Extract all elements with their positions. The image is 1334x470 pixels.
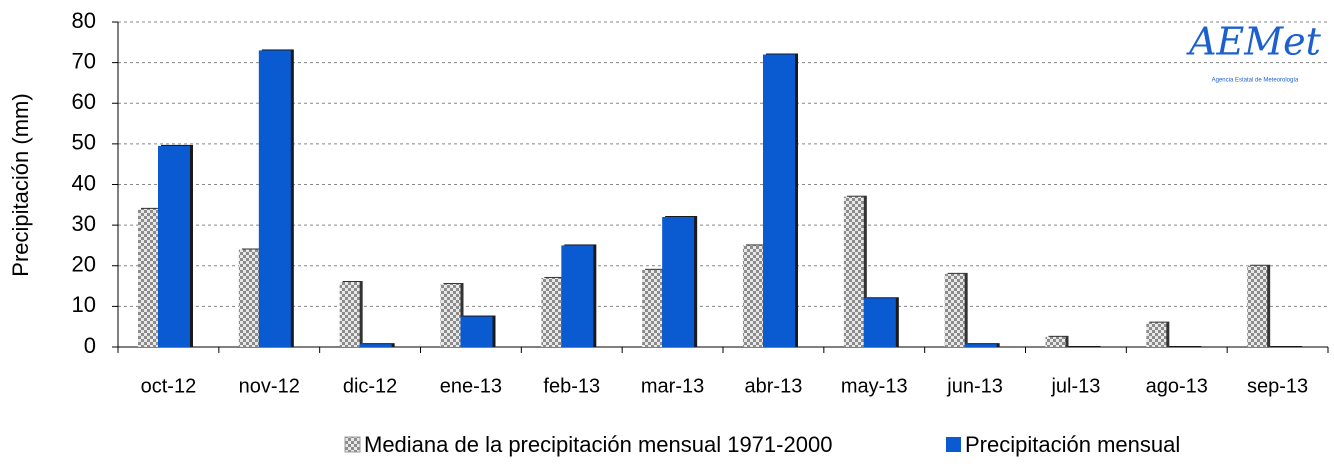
y-tick-label: 80 xyxy=(72,8,96,33)
bar xyxy=(964,344,997,347)
y-tick-label: 70 xyxy=(72,48,96,73)
y-tick-label: 40 xyxy=(72,170,96,195)
bar xyxy=(944,273,965,347)
x-tick-label: ene-13 xyxy=(440,375,502,397)
bar xyxy=(138,208,158,347)
bar xyxy=(863,298,896,347)
bar xyxy=(359,344,392,347)
bar xyxy=(440,284,461,347)
bar xyxy=(1045,336,1066,347)
legend-label: Mediana de la precipitación mensual 1971… xyxy=(364,432,832,457)
legend-swatch xyxy=(946,437,961,452)
y-tick-label: 50 xyxy=(72,130,96,155)
bar xyxy=(561,245,594,347)
bar xyxy=(843,196,864,347)
legend-label: Precipitación mensual xyxy=(965,432,1180,457)
bar xyxy=(238,249,259,347)
bar xyxy=(743,245,763,347)
x-tick-label: oct-12 xyxy=(141,375,197,397)
x-tick-label: sep-13 xyxy=(1247,375,1308,397)
x-tick-label: nov-12 xyxy=(239,375,300,397)
bar xyxy=(158,145,190,347)
y-tick-label: 0 xyxy=(84,333,96,358)
logo: AEMet xyxy=(1186,20,1322,64)
bar xyxy=(642,269,663,347)
y-tick-label: 10 xyxy=(72,292,96,317)
bar xyxy=(1247,265,1268,347)
x-tick-label: mar-13 xyxy=(641,375,704,397)
y-axis-label: Precipitación (mm) xyxy=(8,93,33,276)
bar-shadow xyxy=(1270,346,1303,347)
bar-shadow xyxy=(1169,346,1202,347)
x-tick-label: abr-13 xyxy=(745,375,803,397)
x-tick-label: jun-13 xyxy=(946,375,1003,397)
y-tick-label: 60 xyxy=(72,89,96,114)
bar xyxy=(339,282,360,347)
x-tick-label: jul-13 xyxy=(1050,375,1100,397)
y-tick-label: 20 xyxy=(72,252,96,277)
logo-subtitle: Agencia Estatal de Meteorología xyxy=(1212,78,1299,84)
bar-shadow xyxy=(1068,346,1101,347)
y-tick-label: 30 xyxy=(72,211,96,236)
legend-swatch xyxy=(344,436,361,453)
bar xyxy=(460,316,493,347)
bar xyxy=(1146,322,1167,347)
x-tick-label: dic-12 xyxy=(343,375,397,397)
bar xyxy=(763,54,795,347)
bar xyxy=(258,50,291,347)
x-tick-label: may-13 xyxy=(841,375,908,397)
x-tick-label: feb-13 xyxy=(543,375,600,397)
bar xyxy=(662,217,695,347)
bar xyxy=(541,277,562,347)
x-tick-label: ago-13 xyxy=(1146,375,1208,397)
